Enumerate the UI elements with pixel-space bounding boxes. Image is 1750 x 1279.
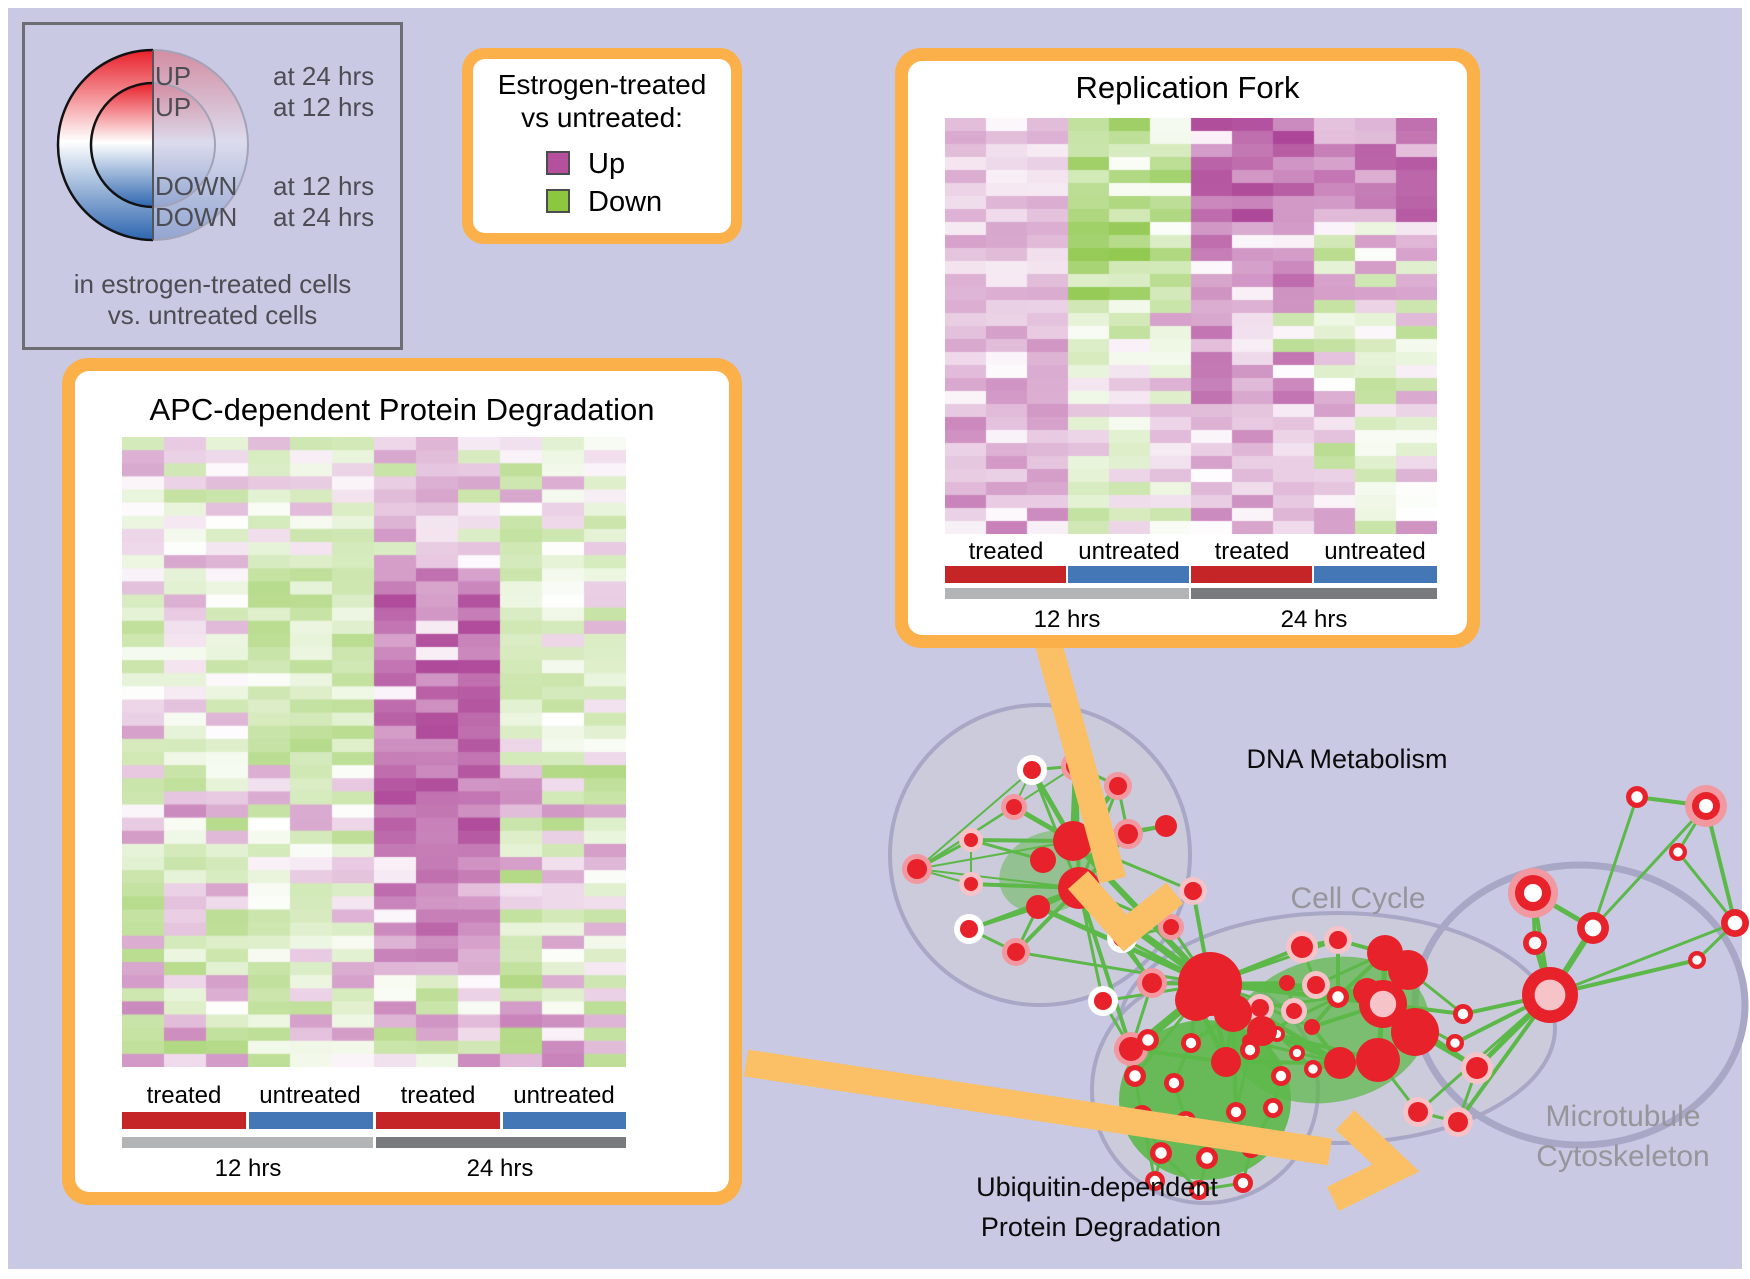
treated-bar [122,1112,246,1129]
hrs24-bar [376,1137,626,1148]
legend-term: DOWN [155,171,238,201]
panel-title: APC-dependent Protein Degradation [149,392,655,427]
column-group-label: untreated [1324,538,1426,565]
time-label-24hrs: 24 hrs [466,1155,534,1182]
treated-bar [945,566,1066,583]
updown-legend: Estrogen-treated vs untreated: Up Down [462,48,742,244]
legend-item-up: Up [462,148,742,180]
legend-caption-line1: in estrogen-treated cells [73,269,352,299]
legend-item-down: Down [462,186,742,218]
hrs12-bar [122,1137,373,1148]
updown-legend-title: Estrogen-treated vs untreated: [497,69,707,133]
hrs24-bar [1191,588,1437,599]
apc-degradation-panel: APC-dependent Protein Degradation treate… [62,358,742,1205]
legend-term: UP [155,92,192,122]
time-label-12hrs: 12 hrs [1033,606,1101,633]
legend-item-label: Up [588,148,626,180]
legend-row: UP at 12 hrs [155,94,395,121]
cluster-label-microtubule-line2: Cytoskeleton [1536,1140,1710,1173]
legend-item-label: Down [588,186,663,218]
down-swatch-icon [546,189,570,213]
column-group-label: untreated [513,1082,615,1109]
replication-fork-heatmap [945,118,1437,534]
untreated-bar [1068,566,1189,583]
updown-legend-inner [473,59,731,233]
legend-term: DOWN [155,202,238,232]
legend-time: at 24 hrs [273,61,375,91]
timepoint-legend: UP at 24 hrs UP at 12 hrs DOWN at 12 hrs DO… [22,22,403,350]
apc-degradation-heatmap [122,437,626,1067]
column-group-label: treated [968,538,1044,565]
treated-bar [376,1112,500,1129]
untreated-bar [503,1112,626,1129]
panel-title: Replication Fork [1075,70,1300,105]
legend-row: DOWN at 12 hrs [155,173,395,200]
legend-caption-line2: vs. untreated cells [107,300,318,330]
replication-fork-panel: Replication Fork treated untreated treat… [895,48,1480,648]
legend-time: at 12 hrs [273,92,375,122]
timepoint-legend-circles-icon [56,48,249,242]
cluster-label-ubiquitin-line2: Protein Degradation [980,1212,1222,1242]
time-label-24hrs: 24 hrs [1280,606,1348,633]
column-group-label: treated [1214,538,1290,565]
treated-bar [1191,566,1312,583]
untreated-bar [249,1112,373,1129]
up-swatch-icon [546,151,570,175]
untreated-bar [1314,566,1437,583]
time-label-12hrs: 12 hrs [214,1155,282,1182]
legend-term: UP [155,61,192,91]
legend-row: UP at 24 hrs [155,63,395,90]
legend-row: DOWN at 24 hrs [155,204,395,231]
column-group-label: untreated [259,1082,361,1109]
hrs12-bar [945,588,1189,599]
cluster-label-cell-cycle: Cell Cycle [1290,882,1426,915]
legend-time: at 12 hrs [273,171,375,201]
legend-time: at 24 hrs [273,202,375,232]
cluster-label-microtubule-line1: Microtubule [1545,1100,1701,1133]
column-group-label: treated [146,1082,222,1109]
cluster-label-dna-metabolism: DNA Metabolism [1246,744,1448,774]
column-group-label: untreated [1078,538,1180,565]
cluster-label-ubiquitin-line1: Ubiquitin-dependent [976,1172,1218,1202]
column-group-label: treated [400,1082,476,1109]
